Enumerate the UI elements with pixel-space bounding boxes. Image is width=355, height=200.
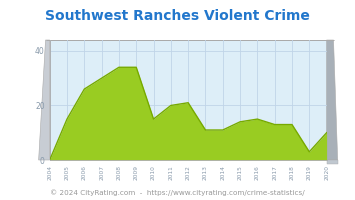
Text: © 2024 CityRating.com  -  https://www.cityrating.com/crime-statistics/: © 2024 CityRating.com - https://www.city… bbox=[50, 189, 305, 196]
Polygon shape bbox=[327, 160, 338, 164]
Text: Southwest Ranches Violent Crime: Southwest Ranches Violent Crime bbox=[45, 9, 310, 23]
Polygon shape bbox=[327, 40, 338, 160]
Polygon shape bbox=[39, 40, 50, 160]
